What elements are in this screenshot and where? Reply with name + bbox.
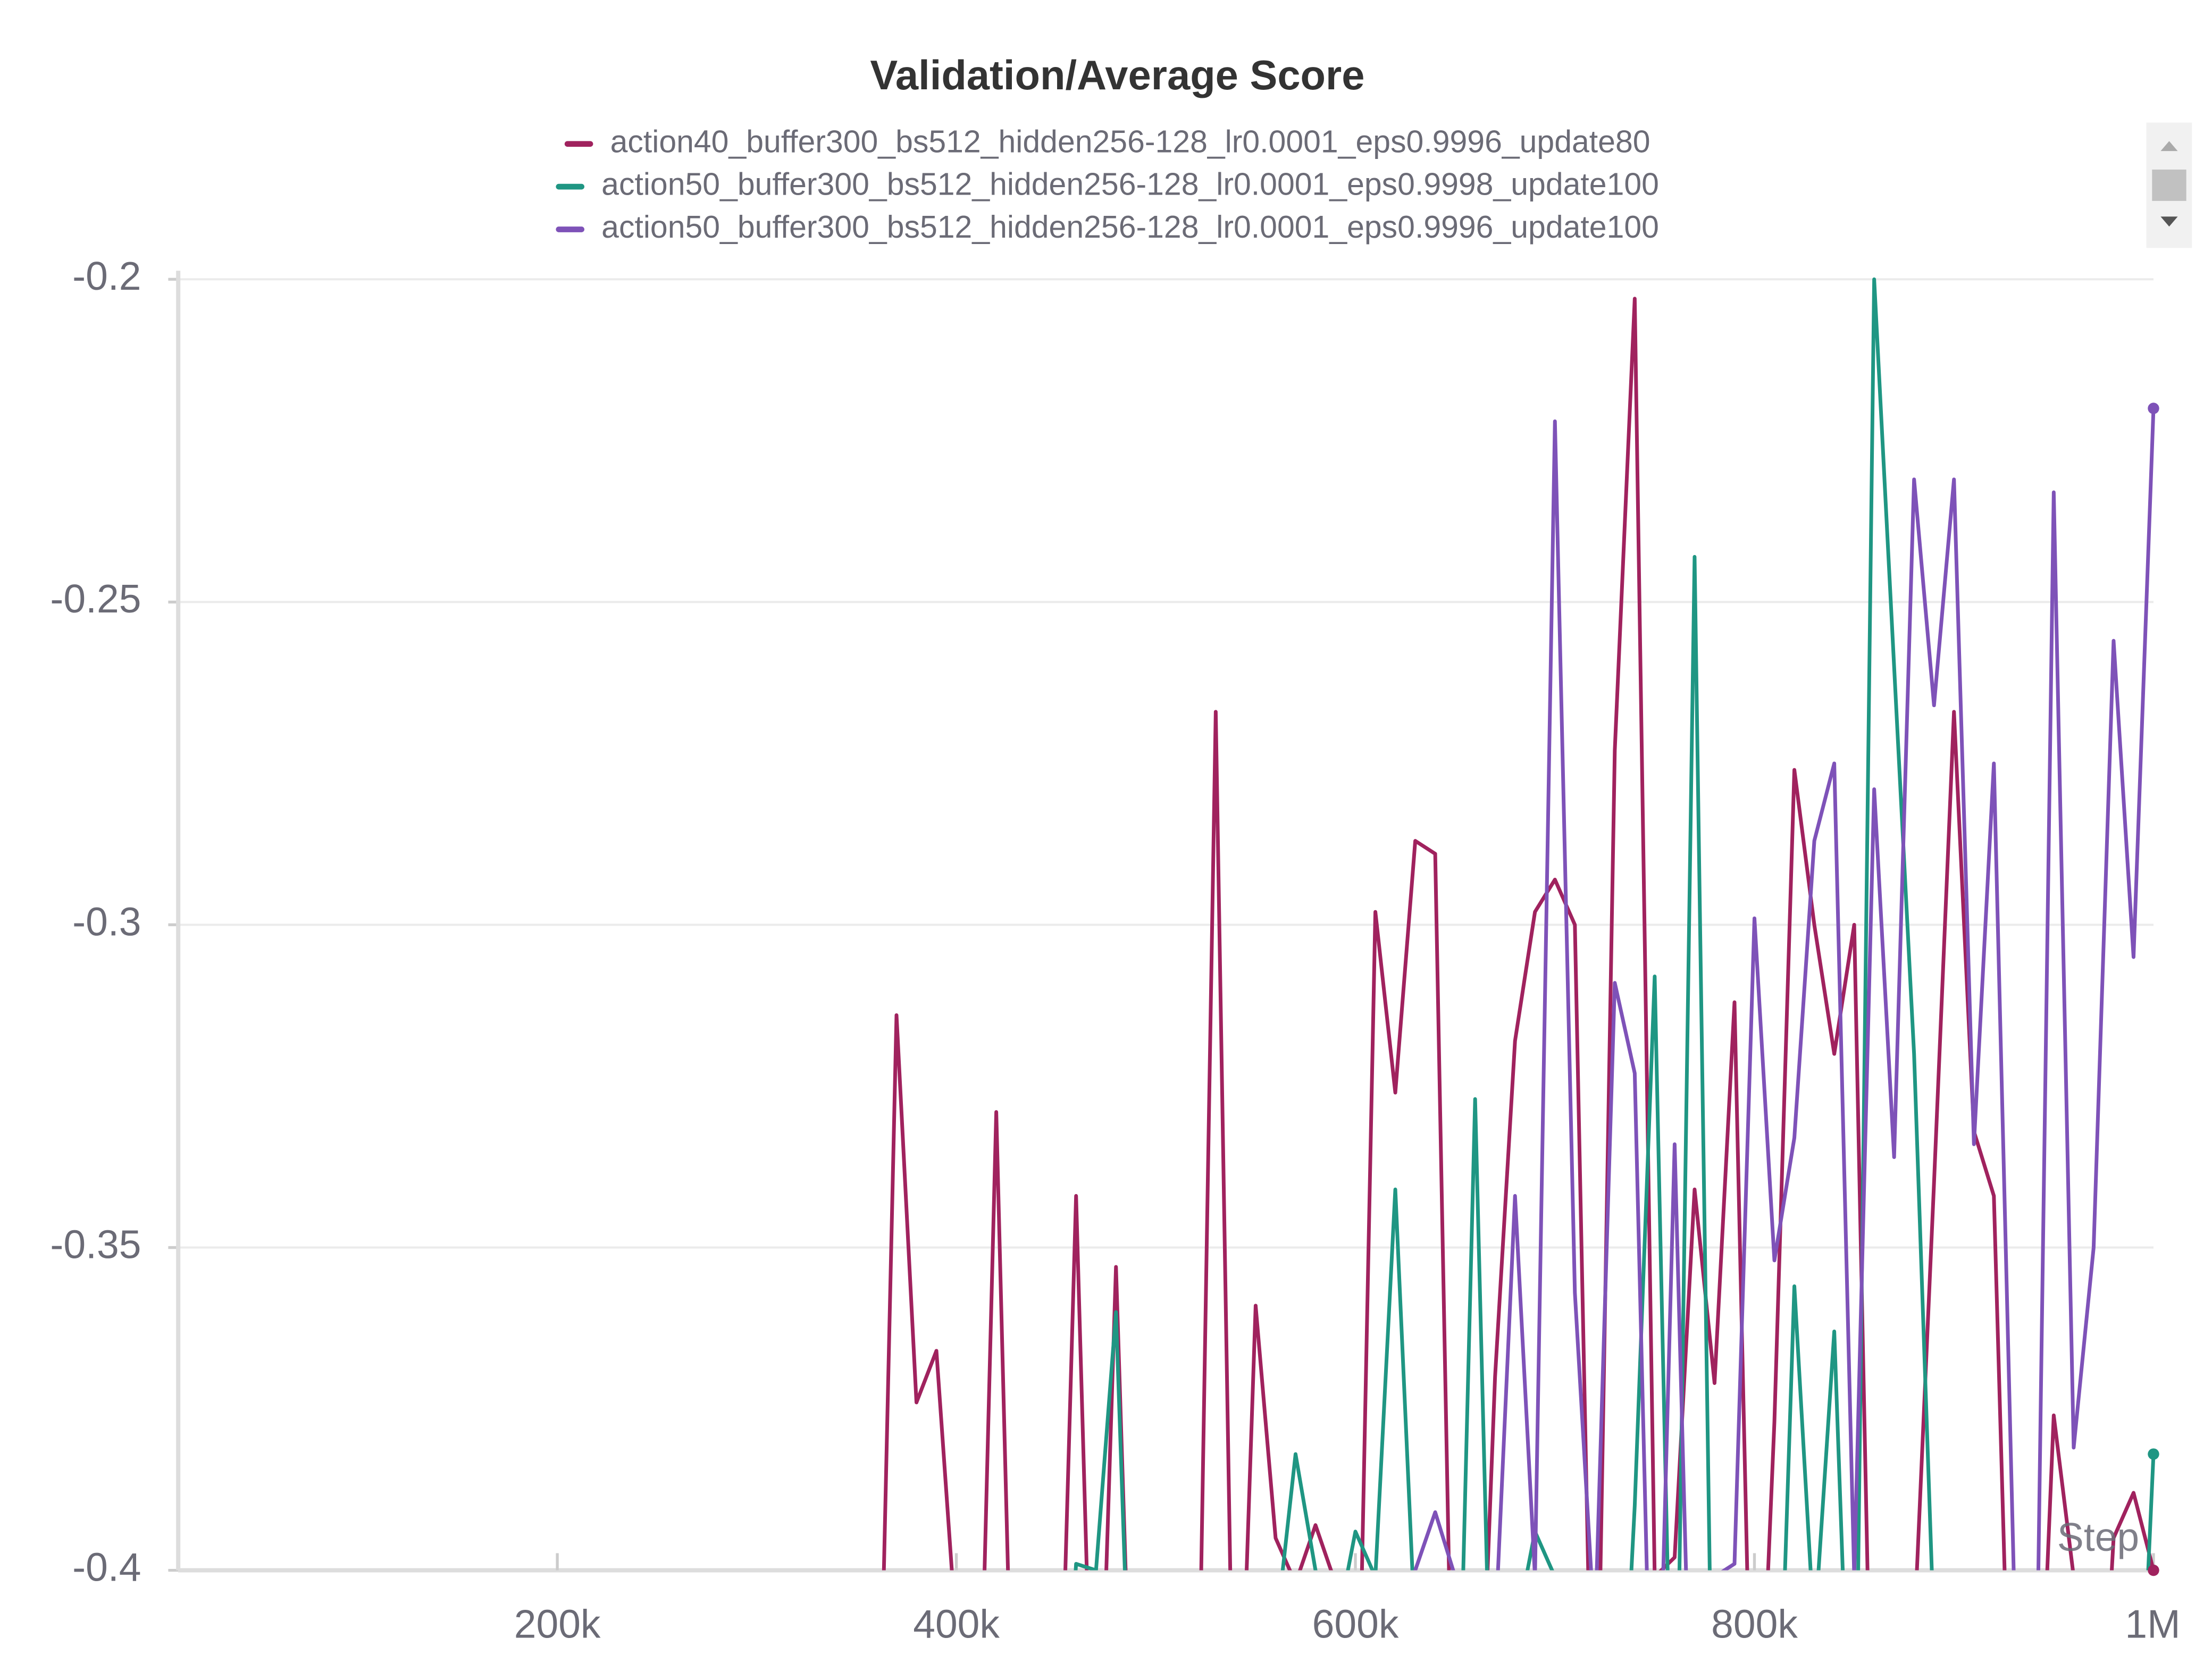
legend-label: action40_buffer300_bs512_hidden256-128_l… <box>610 124 1650 159</box>
series-line <box>1074 277 2156 1570</box>
chart-title: Validation/Average Score <box>870 53 1364 98</box>
end-point <box>2148 1448 2159 1460</box>
x-tick-label: 1M <box>2125 1602 2180 1647</box>
legend-entry: action50_buffer300_bs512_hidden256-128_l… <box>556 167 1659 202</box>
end-point <box>2148 402 2159 414</box>
scrollbar[interactable] <box>2146 122 2192 248</box>
scroll-down[interactable] <box>2160 216 2178 227</box>
series-line <box>882 297 2156 1570</box>
end-point <box>2148 1564 2159 1576</box>
overlay: Step action40_buffer300_bs512_hidden256-1… <box>556 124 2159 1576</box>
x-tick-label: 400k <box>913 1602 1000 1647</box>
series-line <box>1413 408 2156 1570</box>
legend-label: action50_buffer300_bs512_hidden256-128_l… <box>601 210 1659 245</box>
x-tick-label: 800k <box>1711 1602 1798 1647</box>
scroll-thumb[interactable] <box>2152 169 2186 201</box>
legend-label: action50_buffer300_bs512_hidden256-128_l… <box>601 167 1659 202</box>
y-tick-label: -0.3 <box>72 899 141 944</box>
legend-entry: action50_buffer300_bs512_hidden256-128_l… <box>556 210 1659 245</box>
x-tick-label: 600k <box>1312 1602 1399 1647</box>
y-tick-label: -0.2 <box>72 254 141 298</box>
y-tick-label: -0.35 <box>50 1222 141 1266</box>
scroll-up[interactable] <box>2160 141 2178 152</box>
x-axis-label: Step <box>2057 1515 2139 1559</box>
legend-entry: action40_buffer300_bs512_hidden256-128_l… <box>564 124 1650 159</box>
y-tick-label: -0.25 <box>50 576 141 621</box>
x-tick-label: 200k <box>514 1602 601 1647</box>
plot-area <box>882 277 2156 1570</box>
grid: -0.2 -0.25 -0.3 -0.35 -0.4 200k 400k 600k 800k 1M <box>50 254 2180 1647</box>
y-tick-label: -0.4 <box>72 1544 141 1589</box>
